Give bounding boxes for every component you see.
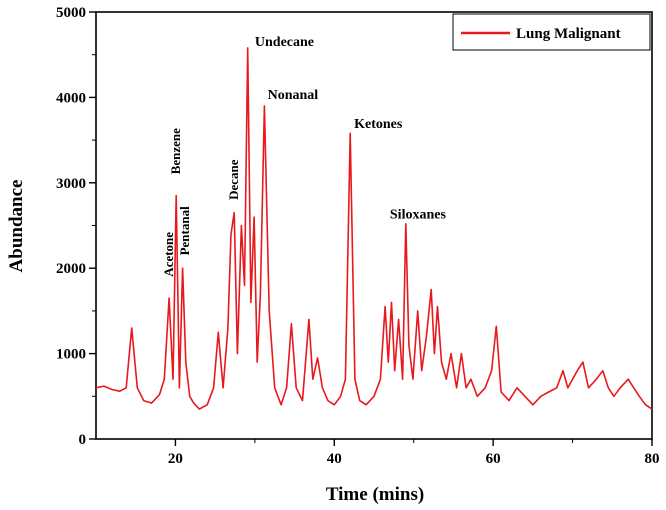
plot-frame	[95, 11, 653, 440]
peak-label: Acetone	[161, 232, 176, 277]
x-tick-label: 80	[645, 451, 660, 467]
y-tick-label: 4000	[56, 90, 86, 106]
annotation-layer: Acetone Benzene Pentanal Decane Undecane Nona…	[161, 35, 446, 277]
y-tick-label: 2000	[56, 261, 86, 277]
legend: Lung Malignant	[452, 13, 651, 51]
y-tick-label: 5000	[56, 5, 86, 21]
legend-label: Lung Malignant	[516, 26, 621, 42]
peak-label: Benzene	[168, 128, 183, 174]
x-tick-label: 60	[486, 451, 501, 467]
y-tick-label: 3000	[56, 176, 86, 192]
plot-area	[95, 11, 653, 440]
x-tick-label: 20	[168, 451, 183, 467]
peak-label: Nonanal	[268, 88, 319, 103]
y-axis-title: Abundance	[6, 180, 27, 273]
peak-label: Decane	[226, 159, 241, 200]
y-tick-label: 0	[79, 432, 87, 448]
peak-label: Ketones	[354, 117, 403, 132]
series-layer	[95, 47, 653, 410]
peak-label: Undecane	[255, 35, 314, 50]
x-axis-title: Time (mins)	[326, 484, 424, 505]
x-tick-label: 40	[327, 451, 342, 467]
y-tick-label: 1000	[56, 347, 86, 363]
series-line-lung-malignant	[95, 47, 653, 410]
peak-label: Siloxanes	[390, 208, 447, 223]
axes-layer: 0 1000 2000 3000 4000 5000 20 40 60 80	[56, 5, 660, 467]
peak-label: Pentanal	[177, 206, 192, 256]
